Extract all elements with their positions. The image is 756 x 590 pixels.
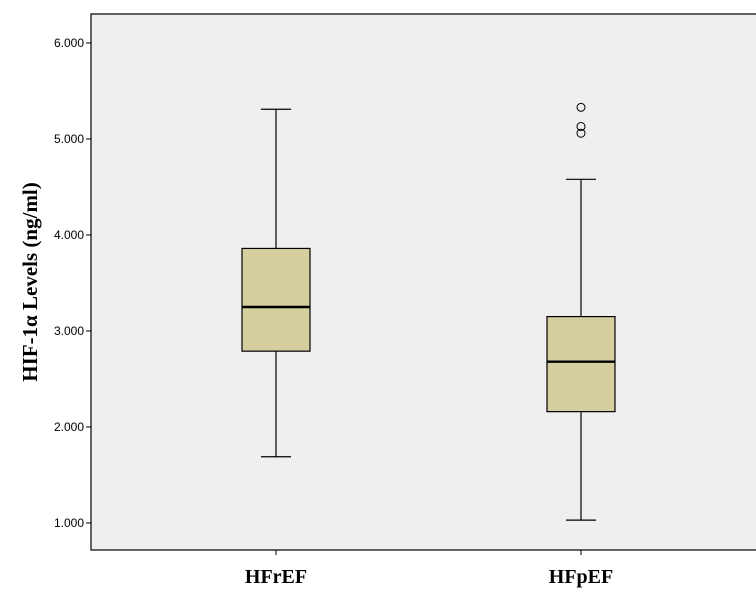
box-hfref (241, 108, 311, 458)
y-tick-label: 2.000 (54, 420, 84, 434)
boxes (241, 102, 616, 521)
x-axis: HFrEF HFpEF (245, 550, 613, 588)
y-axis: 1.000 2.000 3.000 4.000 5.000 6.000 (54, 36, 91, 530)
plot-area (90, 13, 756, 551)
box-hfpef (546, 102, 616, 521)
y-tick-label: 4.000 (54, 228, 84, 242)
y-axis-title: HIF-1α Levels (ng/ml) (18, 182, 42, 382)
y-tick-label: 6.000 (54, 36, 84, 50)
iqr-box (546, 316, 616, 413)
outlier-point (576, 102, 586, 112)
y-tick-label: 5.000 (54, 132, 84, 146)
outlier-point (576, 122, 586, 132)
y-tick-label: 1.000 (54, 516, 84, 530)
y-tick-label: 3.000 (54, 324, 84, 338)
x-category-label: HFpEF (549, 566, 613, 588)
x-category-label: HFrEF (245, 566, 307, 588)
outlier-point (576, 128, 586, 138)
iqr-box (241, 247, 311, 352)
